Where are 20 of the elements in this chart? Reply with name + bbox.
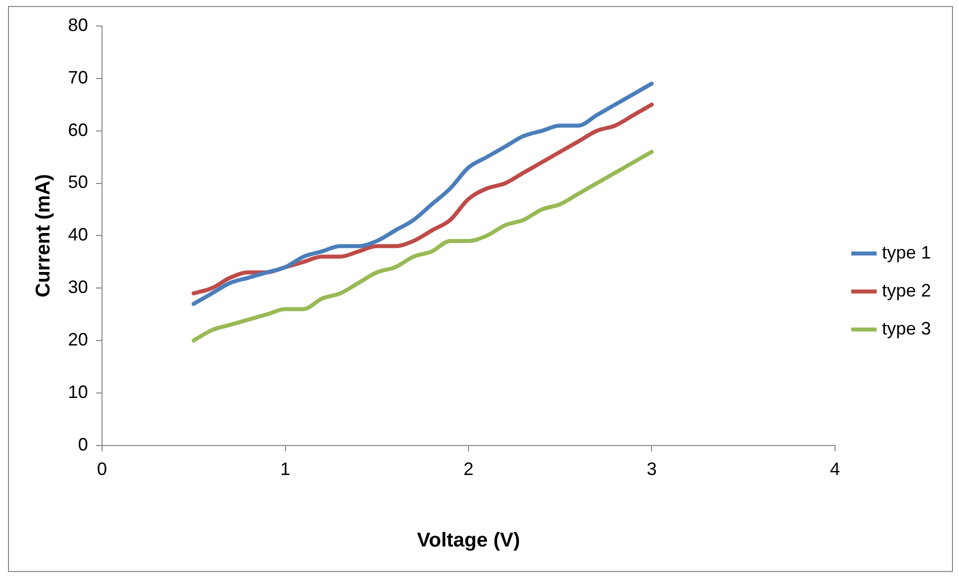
y-tick-label: 80	[68, 14, 88, 35]
y-tick-label: 70	[68, 67, 88, 88]
y-axis-title: Current (mA)	[32, 174, 55, 298]
x-tick-label: 0	[97, 459, 108, 480]
y-tick-label: 0	[78, 434, 88, 454]
x-tick-label: 4	[830, 459, 840, 480]
x-tick-label: 1	[280, 459, 290, 480]
x-tick-label: 2	[463, 459, 474, 480]
legend-label: type 2	[882, 280, 932, 300]
legend-label: type 1	[882, 242, 932, 262]
y-tick-label: 40	[68, 224, 88, 245]
legend-label: type 3	[882, 318, 932, 338]
y-tick-label: 50	[68, 172, 88, 192]
y-tick-label: 60	[68, 120, 88, 140]
y-tick-label: 10	[68, 382, 88, 402]
y-tick-label: 30	[68, 277, 88, 298]
x-tick-label: 3	[646, 459, 657, 480]
x-axis-title: Voltage (V)	[417, 530, 520, 552]
line-series	[192, 150, 654, 343]
y-tick-label: 20	[68, 330, 88, 350]
